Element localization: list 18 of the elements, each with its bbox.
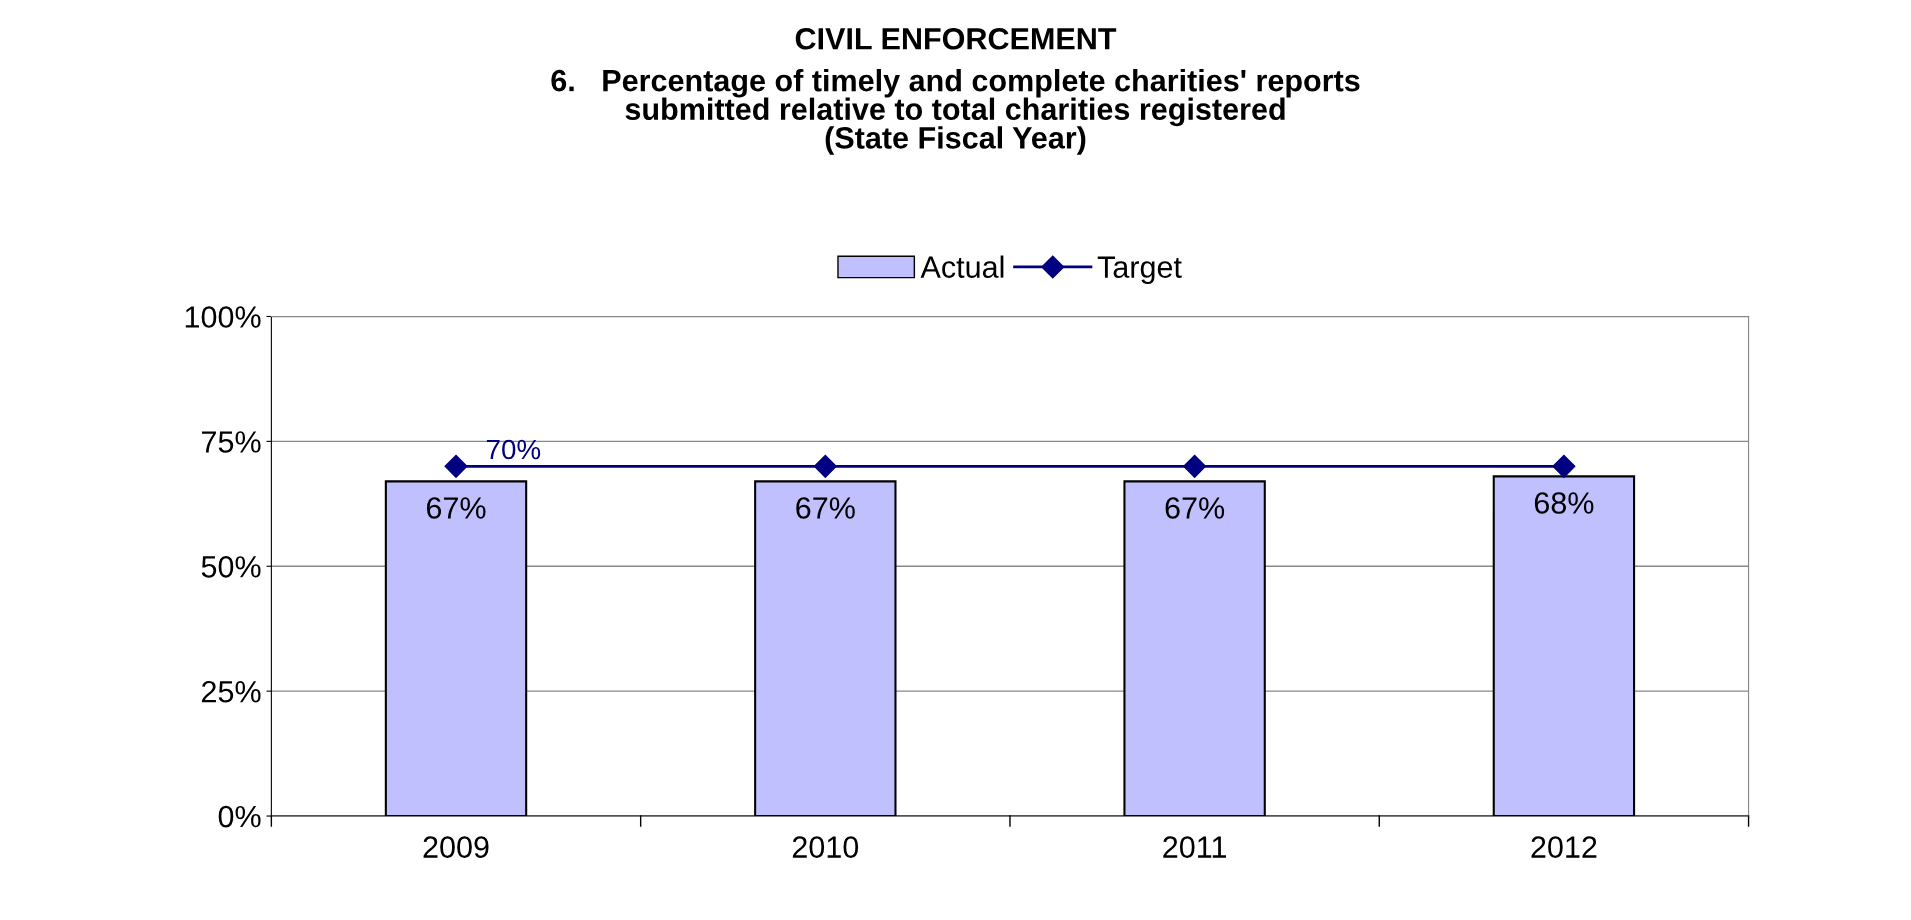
legend-label: Target — [1097, 256, 1182, 284]
y-tick-label: 25% — [202, 680, 261, 703]
data-label: 67% — [426, 497, 486, 519]
y-tick-label: 100% — [185, 306, 261, 328]
data-label: 67% — [796, 497, 855, 519]
x-tick-label: 2009 — [423, 836, 489, 858]
data-label: 67% — [1165, 497, 1225, 519]
chart-subtitle: 6. Percentage of timely and complete charities' reports submitted relative to total charities registered (State Fiscal Year) — [551, 69, 1360, 155]
x-tick-label: 2010 — [792, 836, 859, 858]
y-tick-label: 0% — [218, 805, 261, 828]
y-tick-label: 75% — [202, 431, 261, 453]
data-label: 70% — [486, 439, 541, 460]
chart-title: CIVIL ENFORCEMENT — [795, 27, 1117, 50]
x-tick-label: 2011 — [1163, 836, 1226, 858]
data-label: 68% — [1534, 492, 1594, 514]
legend-label: Actual — [920, 255, 1004, 278]
y-tick-label: 50% — [201, 556, 261, 578]
x-tick-label: 2012 — [1531, 836, 1597, 858]
